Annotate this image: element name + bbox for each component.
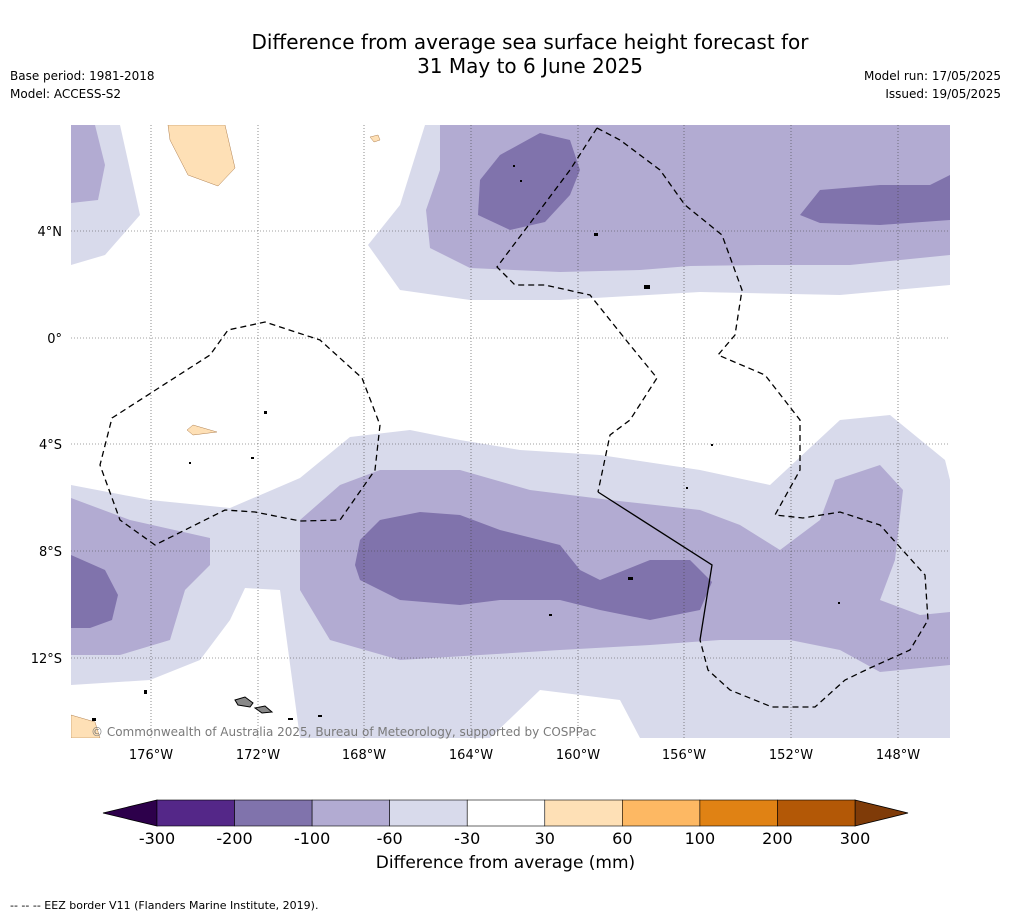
positive-anomaly-patches — [71, 125, 381, 738]
colorbar-segment — [544, 799, 623, 827]
model-run: Model run: 17/05/2025 — [863, 69, 1001, 83]
colorbar-segment — [234, 799, 313, 827]
lat-label: 8°S — [39, 545, 62, 560]
colorbar: -300 -200 -100 -60 -30 30 60 100 200 300 — [102, 799, 909, 848]
colorbar-tick-label: 100 — [685, 829, 716, 848]
contour-dark — [71, 133, 950, 628]
lat-label: 12°S — [31, 652, 62, 667]
latitude-labels: 4°N 0° 4°S 8°S 12°S — [31, 225, 62, 667]
colorbar-segment — [156, 799, 235, 827]
map-field — [71, 125, 950, 738]
base-period: Base period: 1981-2018 — [10, 69, 155, 83]
title-line-2: 31 May to 6 June 2025 — [417, 54, 643, 78]
eez-borders — [99, 127, 929, 708]
eez-legend-note: -- -- -- EEZ border V11 (Flanders Marine… — [10, 899, 319, 912]
colorbar-tick-label: -300 — [139, 829, 175, 848]
lon-label: 152°W — [769, 748, 813, 763]
colorbar-tick-label: -30 — [454, 829, 480, 848]
lon-label: 172°W — [236, 748, 280, 763]
colorbar-segment — [389, 799, 468, 827]
lat-label: 0° — [47, 332, 62, 347]
colorbar-tick-label: 60 — [612, 829, 632, 848]
colorbar-segment — [777, 799, 856, 827]
colorbar-segment — [311, 799, 390, 827]
title-line-1: Difference from average sea surface heig… — [251, 30, 809, 54]
islands — [92, 165, 840, 721]
lon-label: 164°W — [449, 748, 493, 763]
colorbar-high-extend — [854, 799, 909, 827]
colorbar-tick-label: 30 — [535, 829, 555, 848]
colorbar-tick-label: -200 — [216, 829, 252, 848]
lat-label: 4°S — [39, 438, 62, 453]
model-name: Model: ACCESS-S2 — [10, 87, 122, 101]
lat-label: 4°N — [38, 225, 63, 240]
colorbar-segment — [466, 799, 546, 827]
colorbar-tick-label: -60 — [377, 829, 403, 848]
colorbar-segment — [622, 799, 701, 827]
colorbar-title: Difference from average (mm) — [375, 853, 636, 873]
longitude-labels: 176°W 172°W 168°W 164°W 160°W 156°W 152°… — [129, 748, 920, 763]
colorbar-tick-label: 300 — [840, 829, 871, 848]
colorbar-low-extend — [102, 799, 158, 827]
colorbar-tick-label: -100 — [294, 829, 330, 848]
colorbar-segment — [699, 799, 778, 827]
meta-left: Base period: 1981-2018 Model: ACCESS-S2 — [10, 67, 155, 103]
meta-right: Model run: 17/05/2025 Issued: 19/05/2025 — [864, 67, 1001, 103]
lon-label: 168°W — [342, 748, 386, 763]
eez-solid-border — [597, 491, 713, 641]
lon-label: 156°W — [662, 748, 706, 763]
lon-label: 176°W — [129, 748, 173, 763]
issued-date: Issued: 19/05/2025 — [885, 87, 1001, 101]
lon-label: 160°W — [556, 748, 600, 763]
copyright-note: © Commonwealth of Australia 2025, Bureau… — [91, 725, 596, 739]
colorbar-tick-label: 200 — [762, 829, 793, 848]
map-title: Difference from average sea surface heig… — [180, 30, 880, 78]
lon-label: 148°W — [876, 748, 920, 763]
graticule — [71, 125, 950, 738]
